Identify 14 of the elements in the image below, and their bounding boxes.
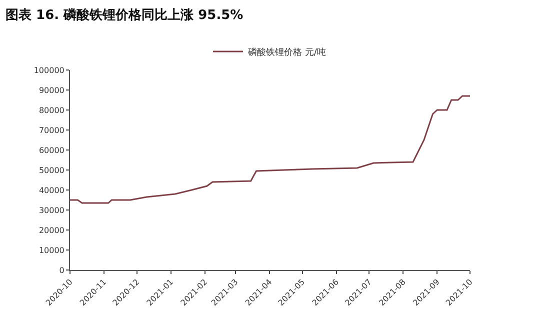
legend-label: 磷酸铁锂价格 元/吨 (247, 47, 326, 58)
y-tick-label: 90000 (38, 86, 64, 95)
y-tick-label: 40000 (38, 186, 64, 195)
y-tick-label: 20000 (38, 226, 64, 235)
y-tick-label: 10000 (38, 246, 64, 255)
y-tick-label: 80000 (38, 106, 64, 115)
y-tick-label: 50000 (38, 166, 64, 175)
y-tick-label: 30000 (38, 206, 64, 215)
chart-title: 图表 16. 磷酸铁锂价格同比上涨 95.5% (6, 6, 244, 23)
y-tick-label: 0 (59, 266, 64, 275)
y-tick-label: 100000 (34, 66, 64, 75)
y-tick-label: 60000 (38, 146, 64, 155)
y-tick-label: 70000 (38, 126, 64, 135)
line-series (70, 95, 470, 204)
